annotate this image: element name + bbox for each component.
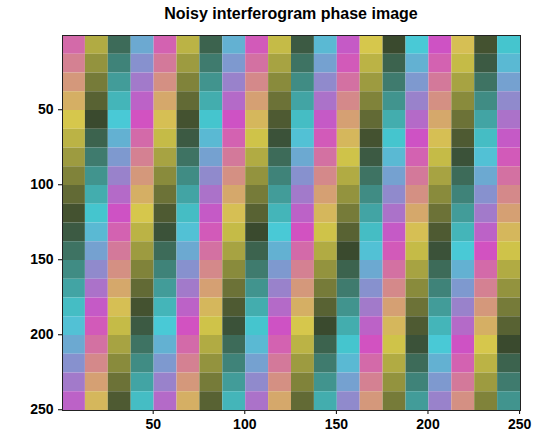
svg-text:50: 50 (38, 101, 54, 117)
svg-text:100: 100 (233, 416, 257, 432)
svg-text:100: 100 (30, 176, 54, 192)
svg-text:200: 200 (416, 416, 440, 432)
svg-text:150: 150 (30, 251, 54, 267)
html-text:Noisy interferogram phase imag: Noisy interferogram phase image (164, 5, 418, 22)
svg-text:50: 50 (145, 416, 161, 432)
svg-text:250: 250 (508, 416, 532, 432)
svg-text:200: 200 (30, 326, 54, 342)
svg-text:250: 250 (30, 401, 54, 417)
svg-text:150: 150 (325, 416, 349, 432)
